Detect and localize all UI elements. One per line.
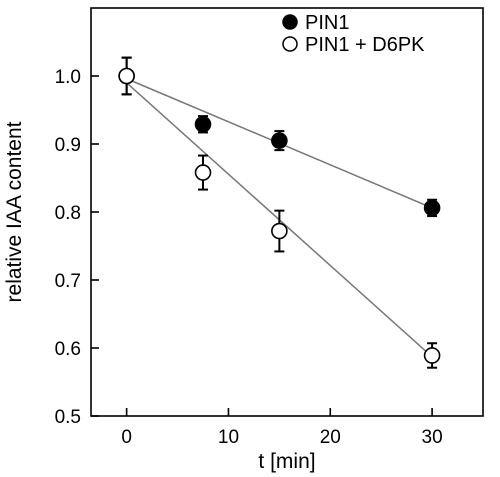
error-bars bbox=[121, 56, 438, 369]
y-tick-label: 1.0 bbox=[55, 67, 81, 88]
data-point-pin1-d6pk bbox=[118, 67, 135, 85]
legend-marker-pin1 bbox=[282, 14, 298, 30]
data-point-pin1 bbox=[194, 115, 212, 133]
data-point-pin1 bbox=[423, 199, 441, 217]
y-tick-label: 0.6 bbox=[55, 339, 81, 360]
legend-label-pin1: PIN1 bbox=[305, 12, 349, 34]
y-tick-label: 0.7 bbox=[55, 271, 81, 292]
data-point-pin1 bbox=[271, 132, 288, 149]
legend-marker-pin1-d6pk bbox=[282, 36, 298, 52]
y-tick-label: 0.9 bbox=[55, 135, 81, 156]
data-point-pin1-d6pk bbox=[271, 222, 288, 240]
y-tick-label: 0.8 bbox=[55, 203, 81, 224]
y-axis-ticks: 0.5 0.6 0.7 0.8 0.9 1.0 bbox=[55, 67, 99, 428]
x-tick-label: 10 bbox=[218, 427, 239, 448]
x-tick-label: 0 bbox=[121, 427, 132, 448]
x-axis-label: t [min] bbox=[258, 450, 315, 473]
data-point-pin1-d6pk bbox=[194, 164, 212, 181]
x-tick-label: 20 bbox=[320, 427, 341, 448]
data-points bbox=[118, 67, 441, 364]
data-point-pin1-d6pk bbox=[423, 347, 441, 364]
legend: PIN1 PIN1 + D6PK bbox=[282, 12, 425, 56]
y-tick-label: 0.5 bbox=[55, 407, 81, 428]
x-axis-ticks: 0 10 20 30 bbox=[121, 408, 443, 448]
y-axis-label: relative IAA content bbox=[3, 121, 26, 302]
legend-label-pin1-d6pk: PIN1 + D6PK bbox=[305, 34, 425, 56]
x-tick-label: 30 bbox=[422, 427, 443, 448]
